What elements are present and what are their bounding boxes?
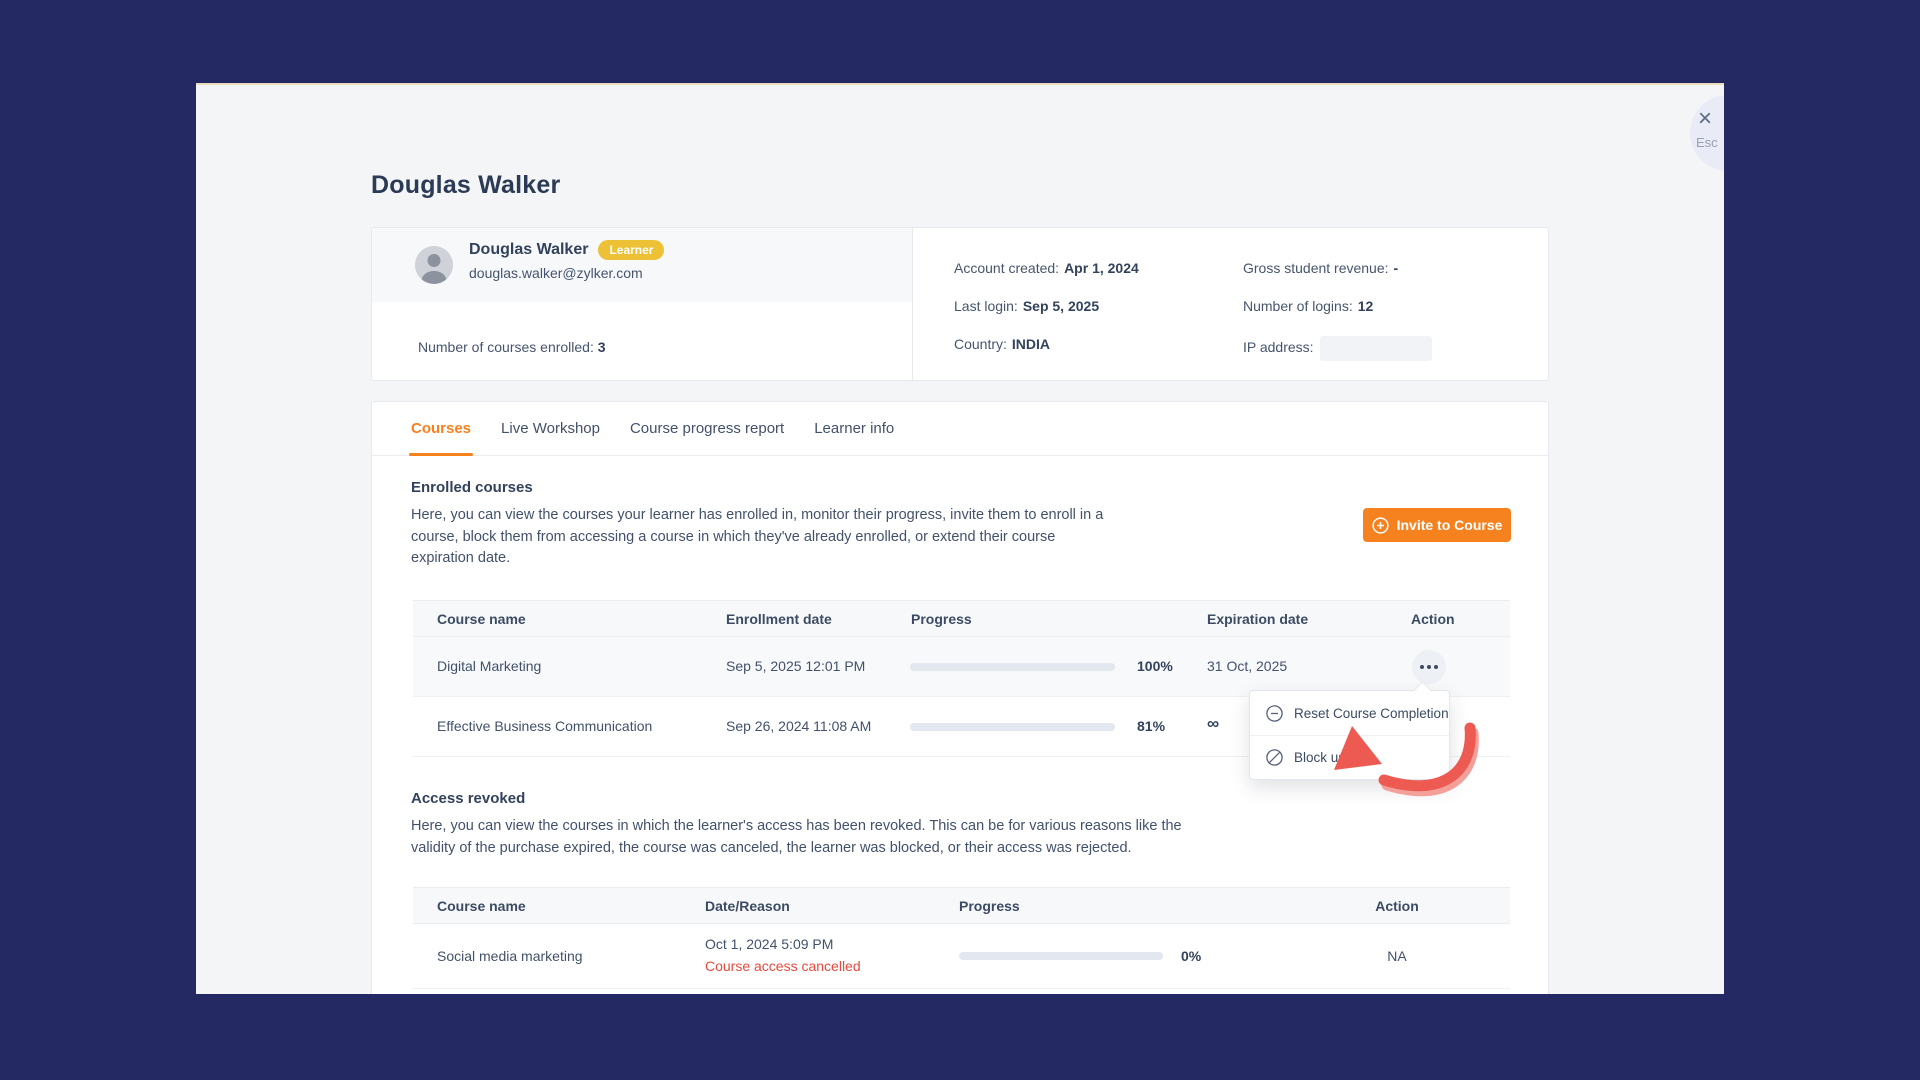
tab-live-workshop[interactable]: Live Workshop	[501, 420, 600, 437]
progress-label: 0%	[1181, 948, 1202, 964]
table-row: Digital Marketing Sep 5, 2025 12:01 PM 1…	[413, 637, 1510, 697]
row-actions-button[interactable]	[1412, 650, 1446, 684]
stat-country: Country: INDIA	[954, 336, 1051, 352]
reset-course-completion-item[interactable]: Reset Course Completion	[1250, 691, 1449, 735]
courses-card: Courses Live Workshop Course progress re…	[371, 401, 1549, 994]
tabbar: Courses Live Workshop Course progress re…	[372, 402, 1548, 456]
menu-item-label: Block user	[1294, 750, 1358, 765]
revoke-date: Oct 1, 2024 5:09 PM	[705, 936, 834, 952]
table-header: Course name Enrollment date Progress Exp…	[413, 600, 1510, 637]
stat-last-login: Last login: Sep 5, 2025	[954, 298, 1100, 314]
enrolled-courses-heading: Enrolled courses	[411, 479, 533, 496]
courses-enrolled-value: 3	[597, 339, 606, 355]
invite-button-label: Invite to Course	[1396, 517, 1503, 533]
learner-detail-modal: × Esc Douglas Walker Douglas Walker Lear	[196, 83, 1724, 994]
invite-to-course-button[interactable]: Invite to Course	[1363, 508, 1511, 542]
circle-plus-icon	[1371, 516, 1389, 534]
enrolled-courses-description: Here, you can view the courses your lear…	[411, 507, 1104, 566]
role-badge: Learner	[598, 240, 665, 260]
tab-courses[interactable]: Courses	[408, 402, 474, 456]
card-divider	[912, 228, 913, 380]
access-revoked-heading: Access revoked	[411, 790, 526, 807]
stat-gross-revenue: Gross student revenue: -	[1243, 260, 1399, 276]
close-esc-hint: Esc	[1696, 135, 1718, 150]
progress-bar	[910, 663, 1115, 671]
enrollment-date: Sep 26, 2024 11:08 AM	[726, 718, 872, 734]
course-name: Social media marketing	[437, 948, 583, 964]
progress-bar	[959, 952, 1163, 960]
page-title: Douglas Walker	[371, 171, 561, 199]
ip-redacted-box	[1319, 336, 1432, 361]
progress-label: 100%	[1137, 658, 1173, 674]
table-header: Course name Date/Reason Progress Action	[413, 887, 1510, 924]
learner-name: Douglas Walker	[469, 241, 589, 258]
progress-label: 81%	[1137, 718, 1166, 734]
row-actions-menu: Reset Course Completion Block user	[1249, 690, 1450, 780]
menu-item-label: Reset Course Completion	[1294, 705, 1449, 721]
progress-bar	[910, 723, 1115, 731]
course-name: Digital Marketing	[437, 658, 542, 674]
expiration-date: 31 Oct, 2025	[1207, 658, 1288, 674]
expiration-infinite: ∞	[1207, 714, 1220, 733]
profile-card: Douglas Walker Learner douglas.walker@zy…	[371, 227, 1549, 381]
tab-learner-info[interactable]: Learner info	[814, 420, 895, 437]
learner-email: douglas.walker@zylker.com	[469, 265, 643, 281]
courses-enrolled-label: Number of courses enrolled:	[418, 339, 594, 355]
stat-ip-address: IP address:	[1243, 336, 1432, 361]
avatar	[415, 246, 453, 284]
tab-course-progress-report[interactable]: Course progress report	[629, 420, 785, 437]
close-icon[interactable]: ×	[1698, 105, 1713, 132]
circle-minus-icon	[1266, 704, 1283, 722]
action-na: NA	[1387, 948, 1407, 964]
table-row: Social media marketing Oct 1, 2024 5:09 …	[413, 924, 1510, 989]
revoke-reason: Course access cancelled	[705, 958, 861, 974]
enrollment-date: Sep 5, 2025 12:01 PM	[726, 658, 866, 674]
circle-slash-icon	[1266, 749, 1283, 766]
course-name: Effective Business Communication	[437, 718, 653, 734]
access-revoked-description: Here, you can view the courses in which …	[411, 818, 1182, 856]
stat-login-count: Number of logins: 12	[1243, 298, 1374, 314]
courses-enrolled-count: Number of courses enrolled: 3	[418, 339, 606, 355]
stat-account-created: Account created: Apr 1, 2024	[954, 260, 1139, 276]
block-user-item[interactable]: Block user	[1250, 735, 1449, 779]
access-revoked-table: Course name Date/Reason Progress Action …	[413, 887, 1510, 989]
